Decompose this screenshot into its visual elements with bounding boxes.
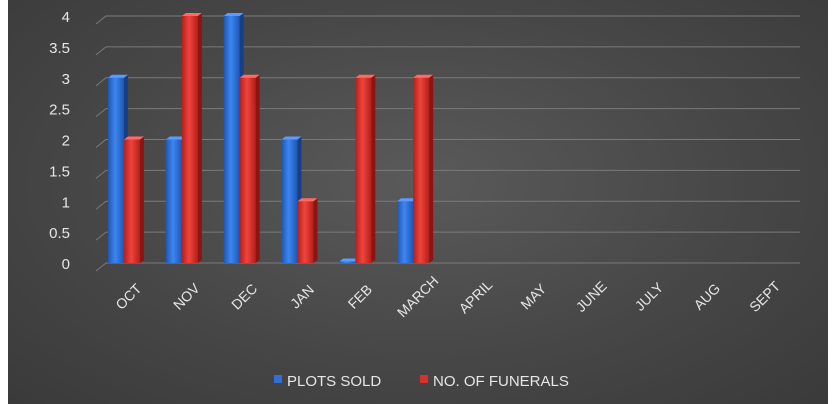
x-tick-label: APRIL (455, 276, 495, 316)
y-tick-label: 1.5 (49, 163, 70, 180)
bar-funerals-jan (297, 198, 318, 263)
y-tick-label: 0.5 (49, 225, 70, 242)
y-tick-label: 2.5 (49, 102, 70, 119)
y-tick-label: 1 (62, 194, 70, 211)
gridline (95, 139, 800, 148)
legend-label: NO. OF FUNERALS (433, 373, 569, 390)
x-tick-label: SEPT (746, 278, 783, 315)
bar-funerals-march (413, 74, 434, 263)
chart-area: 0 0.5 1 1.5 2 2.5 3 3.5 4 OCT NOV DEC JAN FEB MARCH AP… (8, 0, 828, 404)
bars (108, 13, 434, 263)
x-tick-label: OCT (112, 280, 145, 313)
y-tick-label: 3.5 (49, 40, 70, 57)
gridline (95, 231, 800, 241)
y-tick-label: 0 (62, 256, 70, 273)
legend-swatch (420, 375, 428, 383)
y-axis-tick-labels: 0 0.5 1 1.5 2 2.5 3 3.5 4 (49, 9, 70, 273)
x-tick-label: JUNE (573, 278, 610, 315)
legend-swatch (274, 375, 282, 383)
gridlines (95, 15, 800, 272)
x-tick-label: NOV (170, 280, 203, 313)
y-tick-label: 4 (62, 9, 70, 26)
x-tick-label: MAY (517, 280, 549, 312)
legend: PLOTS SOLD NO. OF FUNERALS (274, 373, 569, 390)
legend-item-plots-sold: PLOTS SOLD (274, 373, 381, 390)
x-tick-label: JAN (287, 281, 317, 311)
gridline (95, 46, 800, 56)
x-axis-category-labels: OCT NOV DEC JAN FEB MARCH APRIL MAY JUNE JULY AUG S… (112, 273, 783, 321)
bar-funerals-dec (239, 74, 260, 263)
x-tick-label: MARCH (394, 273, 442, 321)
y-tick-label: 2 (62, 133, 70, 150)
legend-item-funerals: NO. OF FUNERALS (420, 373, 569, 390)
x-tick-label: AUG (690, 280, 723, 313)
bar-funerals-oct (124, 136, 144, 263)
gridline (95, 108, 800, 118)
gridline (95, 15, 800, 25)
bar-funerals-feb (355, 74, 376, 263)
legend-label: PLOTS SOLD (287, 373, 381, 390)
bar-chart: 0 0.5 1 1.5 2 2.5 3 3.5 4 OCT NOV DEC JAN FEB MARCH AP… (49, 9, 800, 390)
gridline (95, 169, 800, 179)
gridline (95, 77, 800, 87)
bar-funerals-nov (181, 13, 202, 263)
gridline (95, 200, 800, 210)
gridline (95, 262, 800, 272)
x-tick-label: DEC (228, 280, 260, 312)
x-tick-label: FEB (345, 281, 376, 312)
y-tick-label: 3 (62, 71, 70, 88)
x-tick-label: JULY (632, 279, 667, 314)
